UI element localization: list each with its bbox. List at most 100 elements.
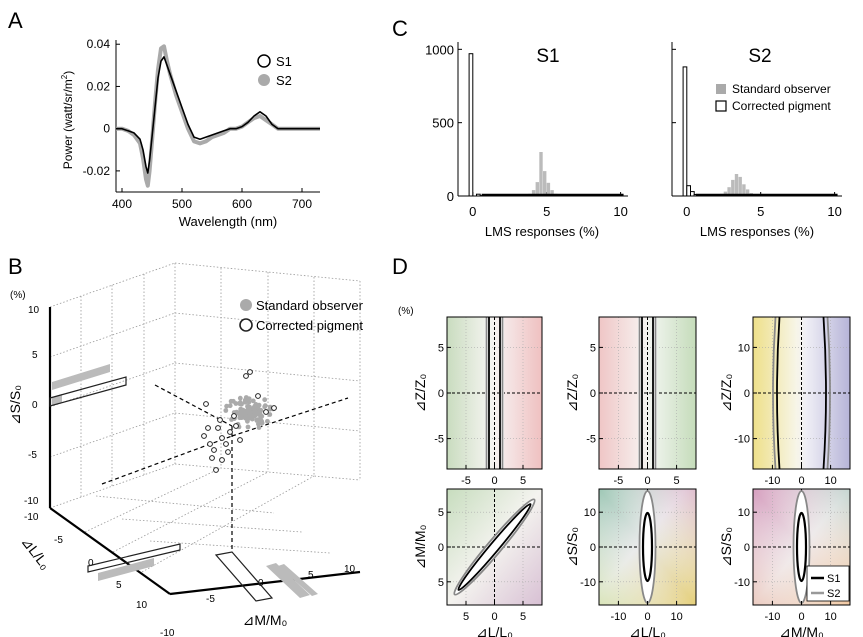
panel-d-xtick-label: -10	[764, 475, 780, 487]
corrected-point	[207, 441, 213, 447]
panel-c-legend: Standard observer Corrected pigment	[715, 82, 831, 113]
panel-a-xtick-label: 700	[292, 197, 312, 211]
panel-d-xtick-label: 0	[644, 611, 650, 623]
panel-a-spectra-chart: Power (watt/sr/m2) Wavelength (nm) S1 S2…	[60, 37, 320, 229]
standard-point	[259, 419, 265, 424]
panel-c-s2-title: S2	[748, 46, 771, 67]
standard-point	[237, 395, 243, 401]
panel-d-xtick-label: 5	[520, 475, 526, 487]
panel-d-legend-label: S2	[827, 588, 840, 600]
legend-corrected-marker	[239, 318, 253, 332]
panel-d-ytick-label: -10	[580, 577, 596, 589]
standard-point	[262, 404, 268, 410]
standard-point	[244, 409, 250, 415]
panel-d-boundary-band	[652, 317, 657, 469]
corrected-point	[213, 467, 219, 473]
panel-d-xtick-label: 0	[644, 475, 650, 487]
panel-d-xtick-label: 5	[463, 611, 469, 623]
panel-d-xlabel: ⊿L/L₀	[629, 624, 666, 637]
panel-b-unit-label: (%)	[10, 290, 26, 301]
panel-d-legend-box	[806, 565, 850, 602]
panel-d-ylabel: ⊿S/S₀	[718, 527, 734, 567]
corrected-point	[219, 457, 225, 463]
corrected-point	[225, 449, 231, 455]
legend-s1-marker	[257, 54, 271, 68]
corrected-point	[203, 401, 209, 407]
panel-b-mtick-5: 5	[308, 570, 314, 581]
proj-floor-l-corrected	[87, 543, 181, 573]
standard-observer-bar	[546, 182, 551, 196]
panel-d-s2-boundary	[772, 316, 777, 470]
panel-d-ytick-label: 10	[738, 342, 750, 354]
corrected-pigment-bar	[686, 185, 691, 197]
panel-d-xtick-label: -5	[614, 475, 624, 487]
legend-s2-marker	[258, 74, 270, 86]
panel-b-legend: Standard observer Corrected pigment	[239, 298, 364, 333]
legend-corrected-label: Corrected pigment	[256, 318, 363, 333]
panel-d-s1-ellipse	[641, 511, 654, 583]
corrected-point	[217, 417, 223, 423]
standard-observer-bar	[727, 187, 731, 196]
legend-c-corrected-label: Corrected pigment	[732, 99, 831, 113]
standard-observer-bar	[738, 176, 742, 196]
panel-d-boundary-band	[485, 317, 490, 469]
panel-c-ytick-label: 1000	[425, 42, 454, 57]
standard-point	[244, 414, 250, 420]
panel-a-xtick-label: 400	[112, 197, 132, 211]
panel-d-xtick-label: 10	[824, 475, 836, 487]
panel-d-s2-boundary	[826, 316, 831, 470]
panel-d-xtick-label: 0	[491, 475, 497, 487]
panel-a-xlabel: Wavelength (nm)	[179, 214, 278, 229]
panel-a-legend: S1 S2	[257, 54, 292, 88]
panel-d-xtick-label: 0	[491, 611, 497, 623]
panel-b-points	[201, 369, 277, 473]
corrected-point	[237, 437, 243, 443]
standard-point	[254, 418, 260, 423]
standard-point	[238, 415, 244, 420]
panel-d-ytick-label: 0	[744, 388, 750, 400]
legend-standard-marker	[240, 299, 252, 311]
legend-c-standard-swatch	[716, 84, 726, 94]
panel-c-xtick-label: 10	[827, 204, 841, 219]
panel-d-ytick-label: 10	[584, 507, 596, 519]
panel-a-ytick-label: -0.02	[83, 164, 111, 178]
panel-a-ylabel: Power (watt/sr/m2)	[60, 71, 75, 169]
corrected-pigment-bar	[690, 191, 695, 197]
panel-d-unit-label: (%)	[398, 306, 414, 317]
panel-a-ytick-label: 0	[103, 122, 110, 136]
panel-c-histograms: S1 S2 LMS responses (%) LMS responses (%…	[425, 42, 842, 239]
panel-b-mtick-10: 10	[344, 564, 356, 575]
standard-point	[258, 407, 264, 413]
panel-b-ztick-5: 5	[32, 350, 38, 361]
corrected-pigment-bar	[476, 193, 481, 197]
proj-floor-m-standard2	[278, 564, 318, 596]
panel-c-xtick-label: 10	[613, 204, 627, 219]
panel-c-ytick-label: 500	[432, 116, 454, 131]
standard-point	[245, 404, 250, 409]
panel-b-axes	[48, 307, 361, 596]
panel-d-xtick-label: 10	[670, 611, 682, 623]
panel-b-llabel: ⊿L/L₀	[18, 533, 54, 572]
corrected-point	[205, 425, 211, 431]
corrected-point	[233, 423, 239, 429]
standard-point	[237, 401, 243, 407]
standard-point	[267, 412, 273, 417]
panel-b-ltick-m10: -10	[24, 512, 39, 523]
standard-observer-bar	[734, 174, 739, 196]
panel-b-ltick-0: 0	[88, 558, 94, 569]
corrected-point	[243, 373, 249, 379]
panel-a-ytick-label: 0.02	[87, 79, 111, 93]
panel-c-xtick-label: 0	[469, 204, 476, 219]
corrected-point	[255, 393, 261, 399]
panel-c-xtick-label: 5	[543, 204, 550, 219]
panel-d-xlabel: ⊿L/L₀	[476, 624, 513, 637]
panel-b-mtick-0: 0	[258, 578, 264, 589]
proj-zl-standard	[52, 364, 110, 390]
standard-point	[252, 409, 258, 414]
corrected-point	[227, 429, 233, 435]
corrected-point	[223, 441, 229, 447]
panel-b-ltick-10: 10	[136, 600, 148, 611]
panel-d-s1-ellipse	[795, 511, 808, 583]
